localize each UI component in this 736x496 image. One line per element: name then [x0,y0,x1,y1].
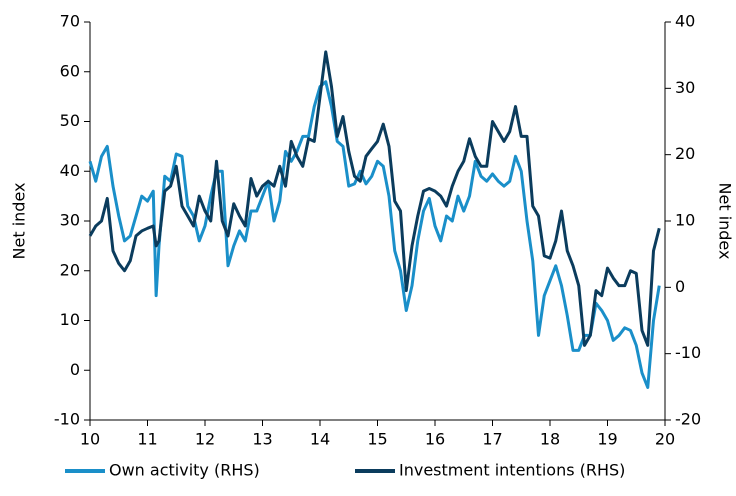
x-tick-label: 16 [425,430,445,449]
x-tick-label: 19 [597,430,617,449]
y2-tick-label: 10 [675,211,695,230]
legend-label: Investment intentions (RHS) [399,461,625,480]
x-tick-label: 12 [195,430,215,449]
series-line [88,50,661,347]
y2-tick-label: -20 [675,410,701,429]
y-tick-label: 50 [60,111,80,130]
y-tick-label: 10 [60,310,80,329]
x-tick-label: 20 [655,430,675,449]
y2-tick-label: 0 [675,277,685,296]
x-tick-label: 18 [540,430,560,449]
y-tick-label: 40 [60,161,80,180]
y-axis-title: Net index [10,183,29,260]
y2-tick-label: 30 [675,78,695,97]
x-tick-label: 17 [482,430,502,449]
x-tick-label: 11 [137,430,157,449]
x-tick-label: 14 [310,430,330,449]
y2-tick-label: 40 [675,12,695,31]
y2-tick-label: 20 [675,144,695,163]
y-tick-label: 60 [60,61,80,80]
y-tick-label: -10 [54,410,80,429]
x-tick-label: 13 [252,430,272,449]
y2-tick-label: -10 [675,343,701,362]
y-tick-label: 30 [60,211,80,230]
series-line [88,80,661,389]
y-tick-label: 20 [60,260,80,279]
y2-axis-title: Net index [716,183,735,260]
x-tick-label: 15 [367,430,387,449]
legend-label: Own activity (RHS) [109,461,260,480]
y-tick-label: 0 [70,360,80,379]
x-tick-label: 10 [80,430,100,449]
y-tick-label: 70 [60,12,80,31]
